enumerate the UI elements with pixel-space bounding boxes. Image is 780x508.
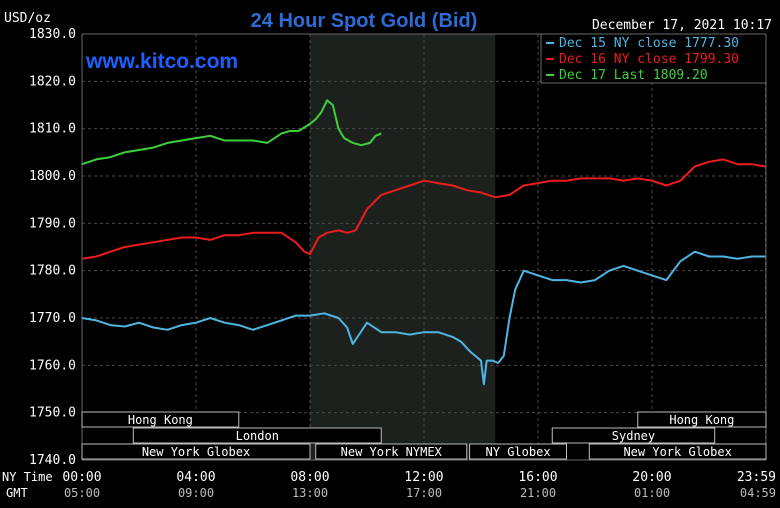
session-label-5: New York NYMEX xyxy=(341,445,443,459)
y-tick-label-2: 1810.0 xyxy=(29,122,76,137)
y-tick-label-8: 1750.0 xyxy=(29,406,76,421)
session-bar-0 xyxy=(81,411,240,428)
y-tick-label-4: 1790.0 xyxy=(29,216,76,231)
session-label-0: Hong Kong xyxy=(128,413,193,427)
x-tick-gmt-4: 21:00 xyxy=(520,486,556,500)
session-bar-3 xyxy=(551,427,716,444)
y-tick-label-0: 1830.0 xyxy=(29,27,76,42)
x-tick-gmt-6: 04:59 xyxy=(740,486,776,500)
x-tick-ny-1: 04:00 xyxy=(176,470,215,485)
legend-entry-2: Dec 17 Last 1809.20 xyxy=(559,68,708,83)
session-bar-7 xyxy=(588,443,767,460)
x-tick-gmt-5: 01:00 xyxy=(634,486,670,500)
session-label-7: New York Globex xyxy=(623,445,731,459)
chart-title: 24 Hour Spot Gold (Bid) xyxy=(251,10,478,32)
x-tick-ny-4: 16:00 xyxy=(518,470,557,485)
session-bar-1 xyxy=(637,411,767,428)
x-tick-gmt-3: 17:00 xyxy=(406,486,442,500)
x-tick-ny-3: 12:00 xyxy=(404,470,443,485)
session-bar-4 xyxy=(81,443,311,460)
y-tick-label-1: 1820.0 xyxy=(29,74,76,89)
y-tick-label-6: 1770.0 xyxy=(29,311,76,326)
series-line-1 xyxy=(81,158,766,260)
gmt-row-label: GMT xyxy=(6,486,28,500)
x-tick-ny-0: 00:00 xyxy=(62,470,101,485)
ny-time-row-label: NY Time xyxy=(2,470,53,484)
y-tick-label-5: 1780.0 xyxy=(29,264,76,279)
chart-datetime: December 17, 2021 10:17 xyxy=(592,18,772,33)
legend-entry-1: Dec 16 NY close 1799.30 xyxy=(559,52,739,67)
session-bar-6 xyxy=(469,443,568,460)
session-label-6: NY Globex xyxy=(486,445,551,459)
session-label-4: New York Globex xyxy=(142,445,250,459)
legend-box xyxy=(540,33,767,84)
session-label-1: Hong Kong xyxy=(669,413,734,427)
x-tick-ny-6: 23:59 xyxy=(737,470,776,485)
series-line-2 xyxy=(81,99,382,166)
x-tick-ny-5: 20:00 xyxy=(632,470,671,485)
y-tick-label-3: 1800.0 xyxy=(29,169,76,184)
watermark-text: www.kitco.com xyxy=(85,50,238,73)
session-label-3: Sydney xyxy=(612,429,655,443)
session-bar-5 xyxy=(315,443,468,460)
session-bar-2 xyxy=(132,427,382,444)
x-tick-ny-2: 08:00 xyxy=(290,470,329,485)
series-line-0 xyxy=(81,250,766,386)
x-tick-gmt-2: 13:00 xyxy=(292,486,328,500)
session-label-2: London xyxy=(236,429,279,443)
legend-entry-0: Dec 15 NY close 1777.30 xyxy=(559,36,739,51)
x-tick-gmt-0: 05:00 xyxy=(64,486,100,500)
plot-frame xyxy=(81,33,767,461)
x-tick-gmt-1: 09:00 xyxy=(178,486,214,500)
shaded-session-region xyxy=(310,34,496,460)
y-tick-label-9: 1740.0 xyxy=(29,453,76,468)
y-axis-label: USD/oz xyxy=(4,11,51,26)
y-tick-label-7: 1760.0 xyxy=(29,358,76,373)
